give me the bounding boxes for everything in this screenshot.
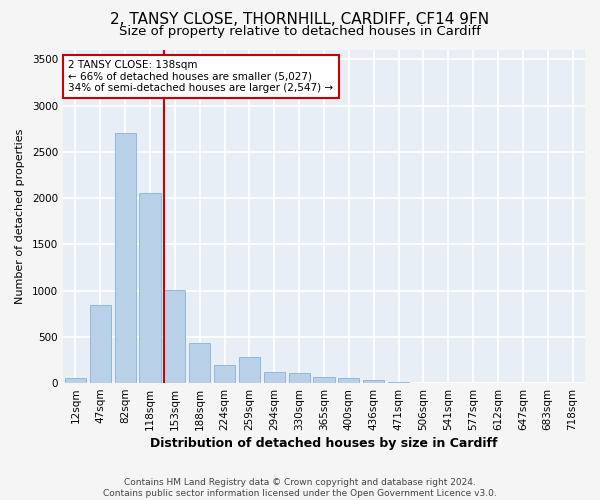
Bar [289, 373, 310, 383]
X-axis label: Distribution of detached houses by size in Cardiff: Distribution of detached houses by size … [150, 437, 498, 450]
Bar [90, 306, 111, 383]
Y-axis label: Number of detached properties: Number of detached properties [15, 129, 25, 304]
Bar [363, 380, 384, 383]
Bar [338, 378, 359, 383]
Text: Size of property relative to detached houses in Cardiff: Size of property relative to detached ho… [119, 25, 481, 38]
Text: 2 TANSY CLOSE: 138sqm
← 66% of detached houses are smaller (5,027)
34% of semi-d: 2 TANSY CLOSE: 138sqm ← 66% of detached … [68, 60, 334, 93]
Bar [139, 194, 161, 383]
Bar [65, 378, 86, 383]
Bar [164, 290, 185, 383]
Text: 2, TANSY CLOSE, THORNHILL, CARDIFF, CF14 9FN: 2, TANSY CLOSE, THORNHILL, CARDIFF, CF14… [110, 12, 490, 28]
Bar [264, 372, 285, 383]
Bar [189, 344, 211, 383]
Text: Contains HM Land Registry data © Crown copyright and database right 2024.
Contai: Contains HM Land Registry data © Crown c… [103, 478, 497, 498]
Bar [214, 364, 235, 383]
Bar [239, 357, 260, 383]
Bar [313, 377, 335, 383]
Bar [388, 382, 409, 383]
Bar [115, 134, 136, 383]
